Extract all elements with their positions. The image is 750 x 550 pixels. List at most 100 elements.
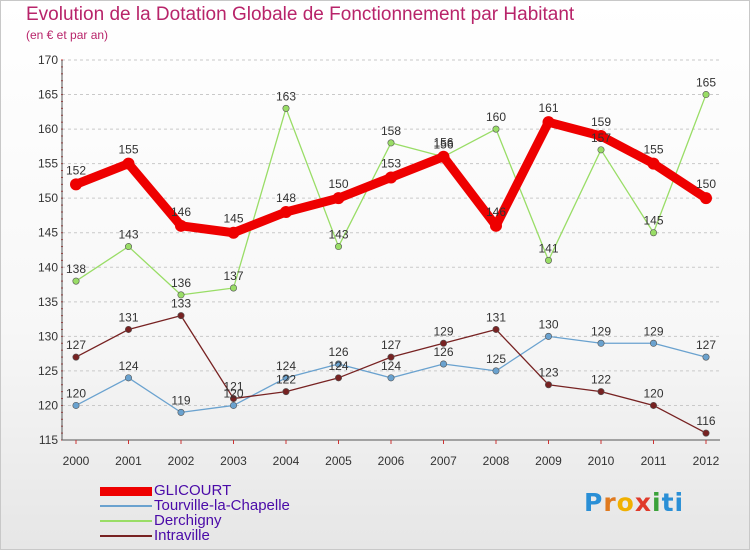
x-tick-label: 2002 <box>168 454 195 468</box>
proxiti-logo: Proxiti <box>584 488 684 517</box>
data-point <box>385 171 397 184</box>
x-tick-label: 2004 <box>273 454 300 468</box>
data-label: 129 <box>591 324 611 338</box>
data-label: 143 <box>328 228 348 242</box>
data-label: 123 <box>538 366 558 380</box>
data-point <box>175 219 187 232</box>
data-point <box>230 395 238 403</box>
data-point <box>595 130 607 142</box>
data-point <box>282 388 290 396</box>
data-point <box>702 91 710 99</box>
data-label: 152 <box>66 163 86 177</box>
data-label: 127 <box>696 338 716 352</box>
logo-letter: o <box>616 488 635 517</box>
data-point <box>492 325 500 333</box>
grid-lines <box>62 59 720 441</box>
data-point <box>72 353 80 361</box>
data-point <box>332 192 345 205</box>
y-tick-label: 115 <box>39 433 58 447</box>
y-tick-label: 125 <box>38 364 58 378</box>
x-tick-label: 2006 <box>378 454 405 468</box>
data-label: 161 <box>538 101 558 115</box>
data-label: 156 <box>433 136 453 150</box>
data-label: 129 <box>643 324 663 338</box>
data-point <box>334 374 342 382</box>
data-label: 159 <box>591 115 611 129</box>
data-label: 122 <box>276 373 296 387</box>
data-label: 138 <box>66 262 86 276</box>
data-point <box>597 146 605 154</box>
data-label: 150 <box>328 177 348 191</box>
data-point <box>125 374 133 382</box>
data-point <box>334 360 342 368</box>
data-point <box>597 339 605 347</box>
y-tick-label: 155 <box>38 157 58 171</box>
data-label: 143 <box>118 228 138 242</box>
chart-subtitle: (en € et par an) <box>26 28 109 42</box>
data-label: 150 <box>696 177 716 191</box>
y-tick-label: 130 <box>38 329 58 343</box>
legend-label: Tourville-la-Chapelle <box>154 497 290 514</box>
data-point <box>282 104 290 112</box>
x-tick-label: 2008 <box>483 454 510 468</box>
logo-letter: ti <box>661 488 685 517</box>
data-point <box>72 277 80 285</box>
x-tick-label: 2012 <box>693 454 720 468</box>
data-label: 119 <box>171 393 190 407</box>
data-label: 158 <box>381 124 401 138</box>
y-tick-label: 165 <box>38 88 58 102</box>
legend-label: GLICOURT <box>154 482 232 499</box>
data-point <box>544 381 552 389</box>
data-label: 131 <box>486 310 506 324</box>
data-point <box>177 312 185 320</box>
data-point <box>334 243 342 251</box>
y-tick-label: 135 <box>38 295 58 309</box>
data-label: 126 <box>433 345 453 359</box>
data-point <box>492 125 500 133</box>
data-label: 153 <box>381 156 401 170</box>
y-tick-label: 145 <box>38 226 58 240</box>
y-tick-label: 160 <box>38 122 58 136</box>
x-tick-label: 2011 <box>641 454 667 468</box>
data-point <box>387 353 395 361</box>
data-label: 160 <box>486 110 506 124</box>
data-point <box>70 178 82 191</box>
data-point <box>177 408 185 416</box>
data-label: 146 <box>171 205 191 219</box>
data-label: 137 <box>223 269 243 283</box>
data-point <box>125 243 133 251</box>
logo-letter: i <box>652 488 662 517</box>
x-tick-label: 2009 <box>535 454 562 468</box>
x-tick-label: 2010 <box>588 454 615 468</box>
legend-label: Intraville <box>154 527 210 544</box>
data-point <box>72 401 80 409</box>
data-label: 131 <box>118 310 138 324</box>
data-label: 127 <box>381 338 401 352</box>
data-point <box>542 116 555 129</box>
y-tick-label: 140 <box>38 260 58 274</box>
y-tick-label: 170 <box>38 53 58 67</box>
data-point <box>490 219 502 232</box>
data-point <box>702 353 710 361</box>
data-label: 163 <box>276 89 296 103</box>
series-points <box>70 91 712 437</box>
data-label: 136 <box>171 276 191 290</box>
data-point <box>647 157 660 170</box>
data-label: 141 <box>538 241 558 255</box>
data-label: 127 <box>66 338 86 352</box>
x-tick-label: 2000 <box>63 454 90 468</box>
data-label: 130 <box>538 317 558 331</box>
data-label: 124 <box>381 359 401 373</box>
y-tick-label: 120 <box>38 398 58 412</box>
legend-swatch <box>100 520 152 522</box>
legend-swatch <box>100 486 152 496</box>
logo-letter: P <box>584 488 604 517</box>
data-point <box>387 139 395 147</box>
data-point <box>230 401 238 409</box>
data-label: 125 <box>486 352 506 366</box>
data-label: 120 <box>66 386 86 400</box>
data-point <box>700 192 712 205</box>
axes: 115 120 125 130 135 140 145 150 155 160 165 170 2000… <box>38 53 720 468</box>
data-label: 120 <box>643 386 663 400</box>
